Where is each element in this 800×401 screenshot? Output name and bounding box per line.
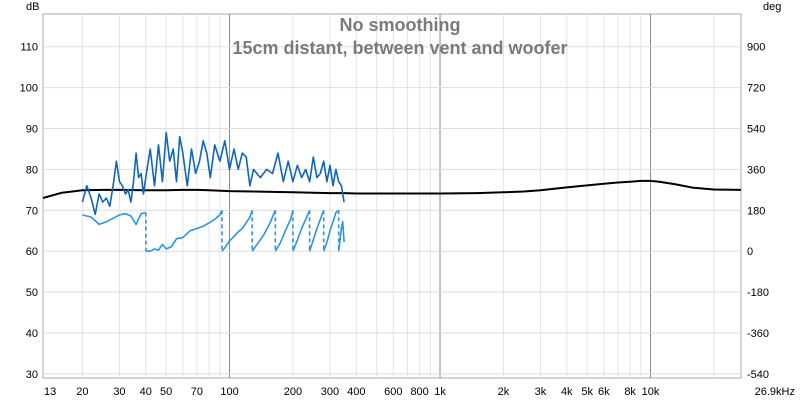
x-tick-label: 50 (160, 386, 172, 398)
y-unit-left: dB (26, 1, 39, 13)
x-tick-label: 40 (140, 386, 152, 398)
y-tick-label-right: -360 (747, 328, 769, 340)
series-line-2-segment (82, 211, 146, 226)
y-tick-label-right: 0 (747, 246, 753, 258)
y-tick-label-right: 360 (747, 164, 765, 176)
y-tick-label-right: -540 (747, 369, 769, 381)
y-tick-label-left: 50 (26, 287, 38, 299)
x-tick-label: 20 (76, 386, 88, 398)
y-tick-label-right: 180 (747, 205, 765, 217)
chart-title: No smoothing (340, 15, 461, 35)
y-tick-label-left: 90 (26, 124, 38, 136)
x-tick-label: 200 (284, 386, 302, 398)
x-tick-label: 3k (535, 386, 547, 398)
x-tick-label: 400 (347, 386, 365, 398)
x-tick-label: 5k (581, 386, 593, 398)
series-line-2-segment (274, 210, 294, 252)
x-tick-label: 4k (561, 386, 573, 398)
x-tick-label: 26.9kHz (755, 386, 795, 398)
series-line-2-segment (308, 210, 325, 252)
y-tick-label-right: -180 (747, 287, 769, 299)
series-line-2-segment (292, 209, 311, 252)
y-tick-label-right: 900 (747, 42, 765, 54)
y-unit-right: deg (763, 1, 781, 13)
y-tick-label-left: 100 (20, 83, 38, 95)
y-tick-label-left: 60 (26, 246, 38, 258)
x-tick-label: 800 (410, 386, 428, 398)
x-tick-label: 300 (321, 386, 339, 398)
series-line-1 (81, 131, 345, 216)
x-tick-label: 2k (498, 386, 510, 398)
series-line-2-segment (146, 209, 223, 252)
y-tick-label-left: 80 (26, 164, 38, 176)
x-tick-label: 6k (598, 386, 610, 398)
y-tick-label-left: 110 (20, 42, 38, 54)
y-tick-label-left: 40 (26, 328, 38, 340)
x-tick-label: 1k (434, 386, 446, 398)
x-tick-label: 10k (642, 386, 660, 398)
x-tick-label: 8k (624, 386, 636, 398)
y-tick-label-right: 720 (747, 83, 765, 95)
series-line-0 (42, 179, 742, 199)
y-tick-label-left: 30 (26, 369, 38, 381)
series-line-2-segment (337, 220, 345, 252)
x-tick-label: 13 (44, 386, 56, 398)
x-tick-label: 30 (113, 386, 125, 398)
series-line-2-segment (251, 209, 277, 252)
plot-area (42, 13, 742, 379)
x-tick-label: 70 (191, 386, 203, 398)
series-line-2-segment (221, 210, 253, 252)
y-tick-label-left: 70 (26, 205, 38, 217)
y-tick-label-right: 540 (747, 124, 765, 136)
series-line-2-segment (322, 209, 340, 252)
x-tick-label: 100 (220, 386, 238, 398)
x-tick-label: 600 (384, 386, 402, 398)
chart-subtitle: 15cm distant, between vent and woofer (232, 38, 567, 58)
